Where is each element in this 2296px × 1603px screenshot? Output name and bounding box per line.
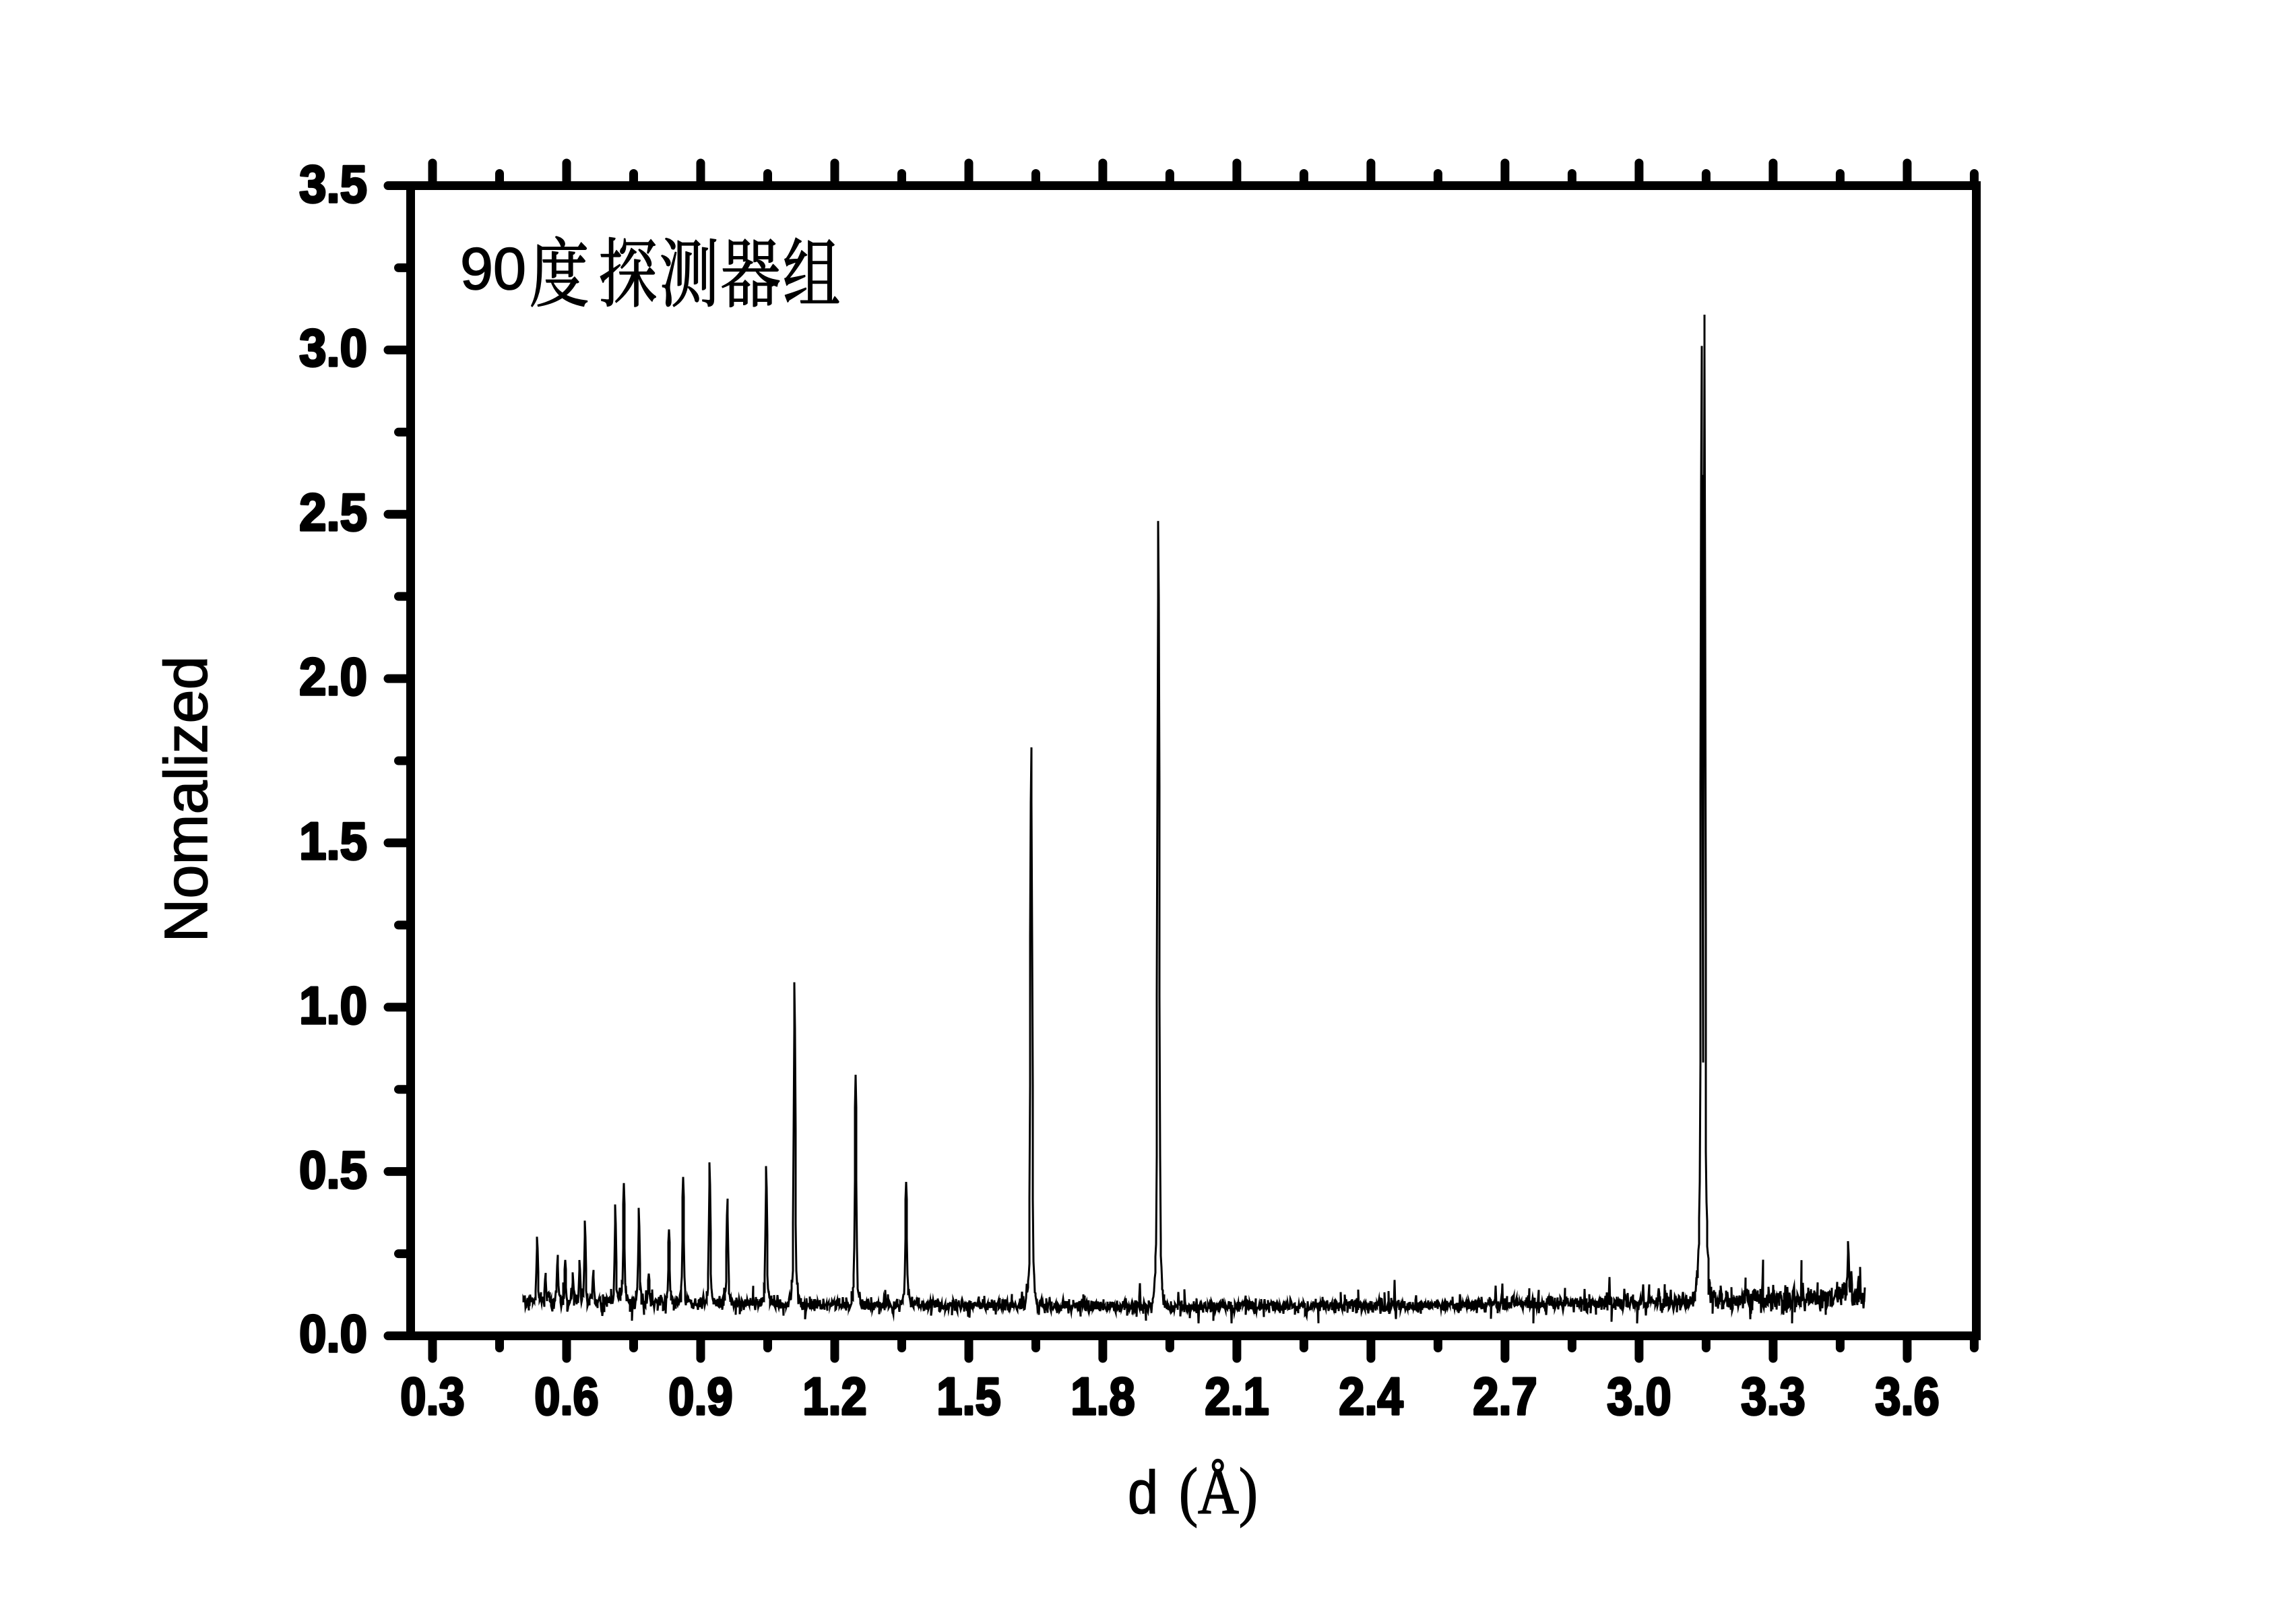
svg-text:3.6: 3.6 xyxy=(1875,1366,1939,1426)
svg-text:0.0: 0.0 xyxy=(299,1305,367,1363)
svg-text:0.3: 0.3 xyxy=(400,1366,464,1426)
svg-text:2.1: 2.1 xyxy=(1205,1366,1269,1426)
svg-text:2.7: 2.7 xyxy=(1473,1366,1537,1426)
svg-text:3.5: 3.5 xyxy=(299,155,367,214)
svg-text:0.5: 0.5 xyxy=(299,1141,367,1199)
svg-text:1.5: 1.5 xyxy=(936,1366,1000,1426)
svg-text:1.5: 1.5 xyxy=(299,812,367,871)
svg-text:90: 90 xyxy=(460,235,526,302)
svg-text:1.2: 1.2 xyxy=(802,1366,866,1426)
svg-text:1.0: 1.0 xyxy=(299,976,367,1035)
svg-text:2.0: 2.0 xyxy=(299,648,367,706)
svg-text:3.0: 3.0 xyxy=(1607,1366,1671,1426)
svg-text:1.8: 1.8 xyxy=(1071,1366,1135,1426)
svg-text:2.5: 2.5 xyxy=(299,483,367,542)
svg-text:3.0: 3.0 xyxy=(299,319,367,377)
svg-text:d: d xyxy=(1128,1459,1158,1527)
svg-text:3.3: 3.3 xyxy=(1741,1366,1805,1426)
svg-text:(Å): (Å) xyxy=(1179,1455,1258,1528)
svg-text:2.4: 2.4 xyxy=(1339,1366,1403,1426)
svg-text:Nomalized: Nomalized xyxy=(153,656,220,942)
svg-text:0.9: 0.9 xyxy=(668,1366,732,1426)
svg-text:0.6: 0.6 xyxy=(534,1366,598,1426)
